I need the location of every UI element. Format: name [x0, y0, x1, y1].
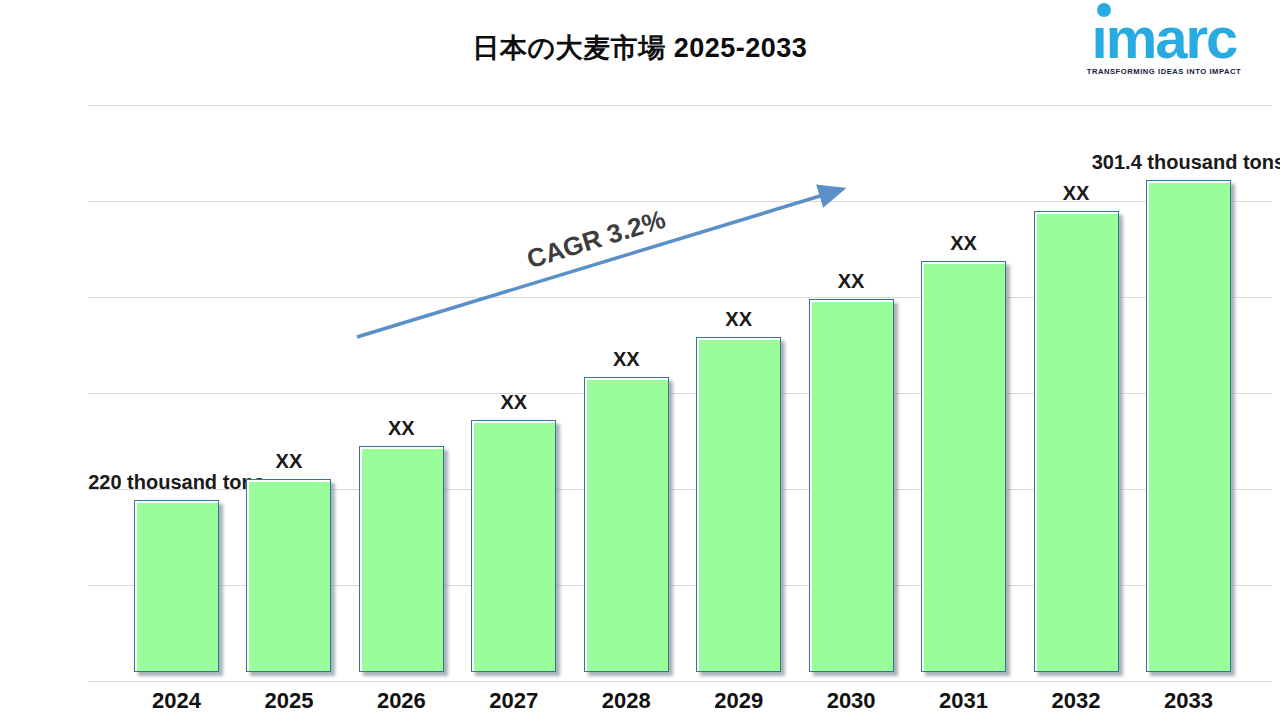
bars: 220 thousand tons XX XX XX XX XX XX XX XX 301.4 t… [88, 105, 1272, 672]
bar-cell-2029: XX [696, 308, 781, 672]
x-axis-label: 2032 [1034, 688, 1119, 714]
gridline [88, 681, 1272, 682]
bar-value-label: 220 thousand tons [88, 471, 265, 494]
bar-value-label: XX [838, 270, 865, 293]
bar [696, 337, 781, 672]
bar-value-label: 301.4 thousand tons [1092, 151, 1280, 174]
bar [1034, 211, 1119, 672]
bar [134, 500, 219, 672]
bar-value-label: XX [725, 308, 752, 331]
x-axis-label: 2028 [584, 688, 669, 714]
x-axis-label: 2027 [471, 688, 556, 714]
bar-cell-2032: XX [1034, 182, 1119, 672]
bar-cell-2031: XX [921, 232, 1006, 672]
bar [921, 261, 1006, 672]
logo-brand-word: ımarc [1092, 5, 1237, 70]
x-axis-label: 2029 [696, 688, 781, 714]
imarc-logo: ımarc TRANSFORMING IDEAS INTO IMPACT [1064, 12, 1264, 76]
bar-value-label: XX [613, 348, 640, 371]
bar-value-label: XX [500, 391, 527, 414]
x-axis-label: 2033 [1146, 688, 1231, 714]
x-axis-label: 2031 [921, 688, 1006, 714]
bar-value-label: XX [1063, 182, 1090, 205]
bar [246, 479, 331, 672]
x-axis-label: 2030 [809, 688, 894, 714]
logo-dot-icon [1097, 3, 1111, 17]
bar [809, 299, 894, 672]
x-axis-labels: 2024 2025 2026 2027 2028 2029 2030 2031 2032 2033 [88, 688, 1272, 714]
plot-area: 220 thousand tons XX XX XX XX XX XX XX XX 301.4 t… [88, 105, 1272, 681]
bar-value-label: XX [950, 232, 977, 255]
bar-cell-2033: 301.4 thousand tons [1146, 151, 1231, 672]
bar-value-label: XX [388, 417, 415, 440]
bar-cell-2027: XX [471, 391, 556, 672]
x-axis-label: 2026 [359, 688, 444, 714]
bar [359, 446, 444, 672]
x-axis-label: 2024 [134, 688, 219, 714]
bar-value-label: XX [276, 450, 303, 473]
bar-cell-2024: 220 thousand tons [134, 471, 219, 672]
bar [584, 377, 669, 672]
bar-cell-2026: XX [359, 417, 444, 672]
x-axis-label: 2025 [246, 688, 331, 714]
logo-brand-text: ımarc [1092, 12, 1237, 64]
bar [471, 420, 556, 672]
bar [1146, 180, 1231, 672]
bar-cell-2025: XX [246, 450, 331, 672]
bar-cell-2030: XX [809, 270, 894, 672]
bar-cell-2028: XX [584, 348, 669, 672]
